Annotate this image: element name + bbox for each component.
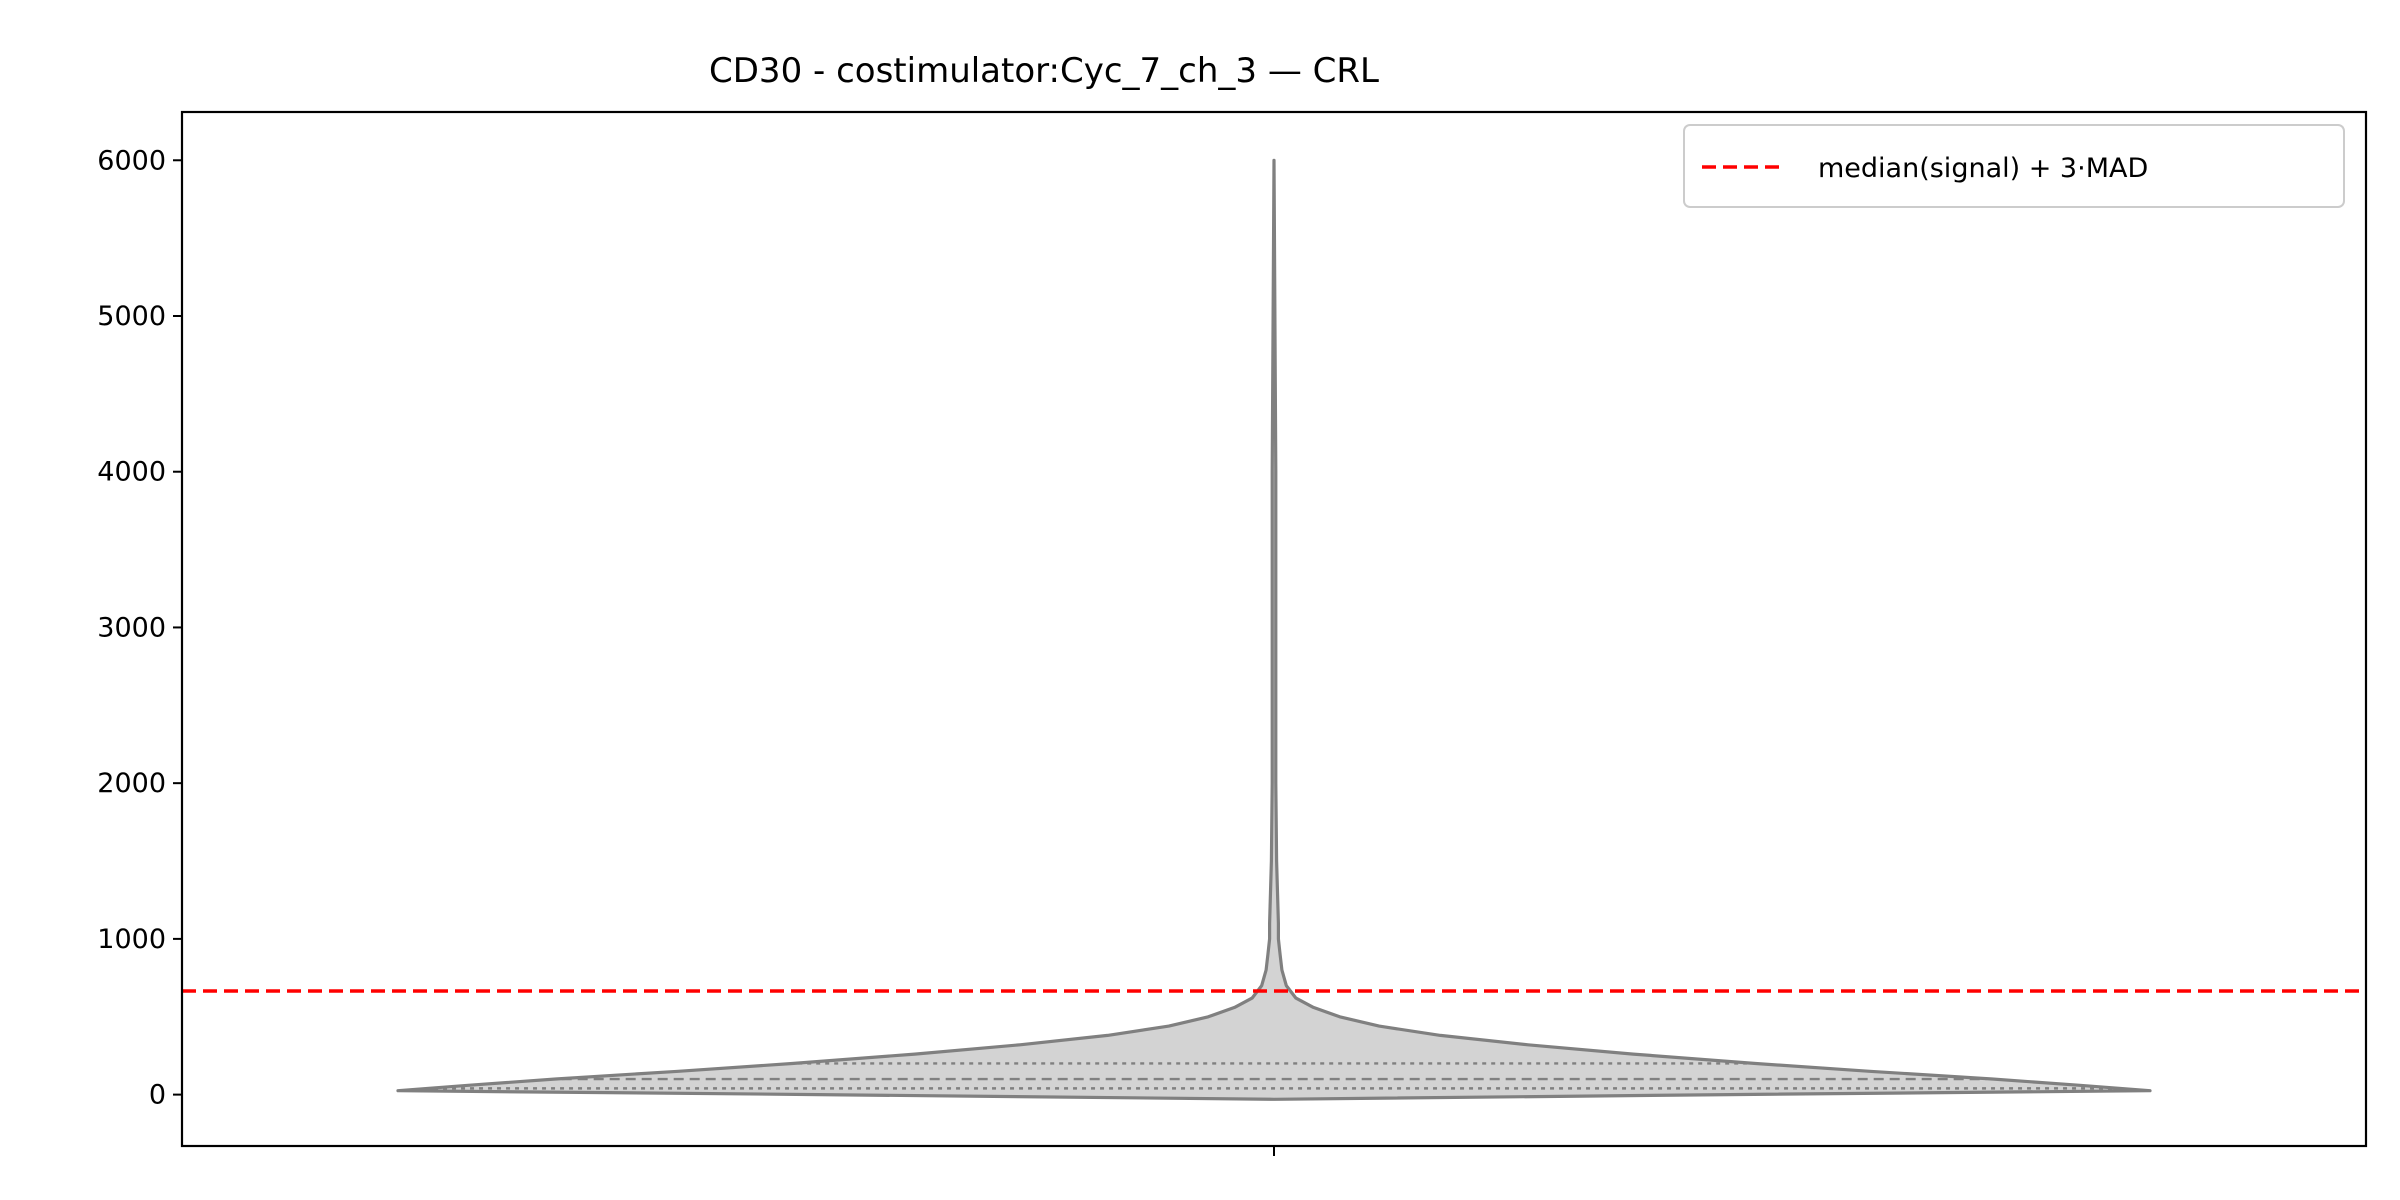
- legend-box: [1683, 124, 2345, 208]
- y-tick-label: 5000: [97, 301, 166, 332]
- plot-area: [182, 158, 2366, 1101]
- y-tick-label: 1000: [97, 924, 166, 955]
- chart-title: CD30 - costimulator:Cyc_7_ch_3 — CRL: [709, 51, 1379, 91]
- legend-threshold-label: median(signal) + 3·MAD: [1818, 153, 2148, 184]
- violin-quartile-lines: [434, 1062, 2114, 1090]
- y-tick-label: 4000: [97, 457, 166, 488]
- y-tick-label: 0: [149, 1080, 166, 1111]
- violin-body: [396, 158, 2152, 1101]
- y-axis: 0 1000 2000 3000 4000 5000 6000: [97, 145, 182, 1111]
- y-tick-label: 2000: [97, 768, 166, 799]
- y-tick-label: 3000: [97, 612, 166, 643]
- legend: median(signal) + 3·MAD: [1683, 124, 2345, 208]
- y-tick-label: 6000: [97, 145, 166, 176]
